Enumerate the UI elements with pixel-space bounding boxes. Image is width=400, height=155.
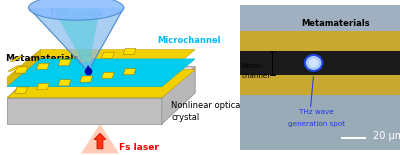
Polygon shape [15,67,28,73]
Polygon shape [123,69,136,75]
Polygon shape [240,5,400,150]
Polygon shape [7,70,195,98]
Polygon shape [341,137,366,139]
Text: Metamaterials: Metamaterials [5,54,79,63]
Text: Micro-: Micro- [242,63,264,69]
FancyArrow shape [94,133,106,149]
Text: THz wave: THz wave [299,109,334,115]
Polygon shape [7,50,40,87]
Polygon shape [7,50,195,78]
Polygon shape [81,124,119,153]
Polygon shape [28,8,124,71]
Text: 20 μm: 20 μm [373,131,400,141]
Polygon shape [80,76,93,82]
Polygon shape [123,48,136,55]
Polygon shape [7,98,162,124]
Polygon shape [162,67,195,124]
Polygon shape [7,67,195,98]
Polygon shape [36,83,49,90]
Text: Metamaterials: Metamaterials [302,19,370,28]
Polygon shape [240,95,400,150]
Polygon shape [52,8,100,71]
Polygon shape [15,87,28,93]
Ellipse shape [28,0,124,20]
Polygon shape [8,66,21,71]
Circle shape [309,59,318,67]
Text: Nonlinear optical: Nonlinear optical [171,101,243,110]
Circle shape [305,55,322,71]
Polygon shape [240,51,400,75]
Text: generation spot: generation spot [288,121,345,127]
Text: Microchannel: Microchannel [158,36,221,45]
Polygon shape [102,52,114,58]
Text: channel: channel [242,73,270,79]
Polygon shape [36,63,49,69]
Polygon shape [240,31,400,51]
Polygon shape [58,80,71,86]
Polygon shape [58,60,71,66]
Text: Fs laser: Fs laser [119,143,159,152]
Text: THz waves: THz waves [49,9,103,18]
Polygon shape [10,56,23,61]
Polygon shape [7,59,195,87]
Text: crystal: crystal [171,113,200,122]
Polygon shape [240,5,400,31]
Polygon shape [102,72,114,78]
Polygon shape [80,56,93,62]
Polygon shape [240,75,400,95]
